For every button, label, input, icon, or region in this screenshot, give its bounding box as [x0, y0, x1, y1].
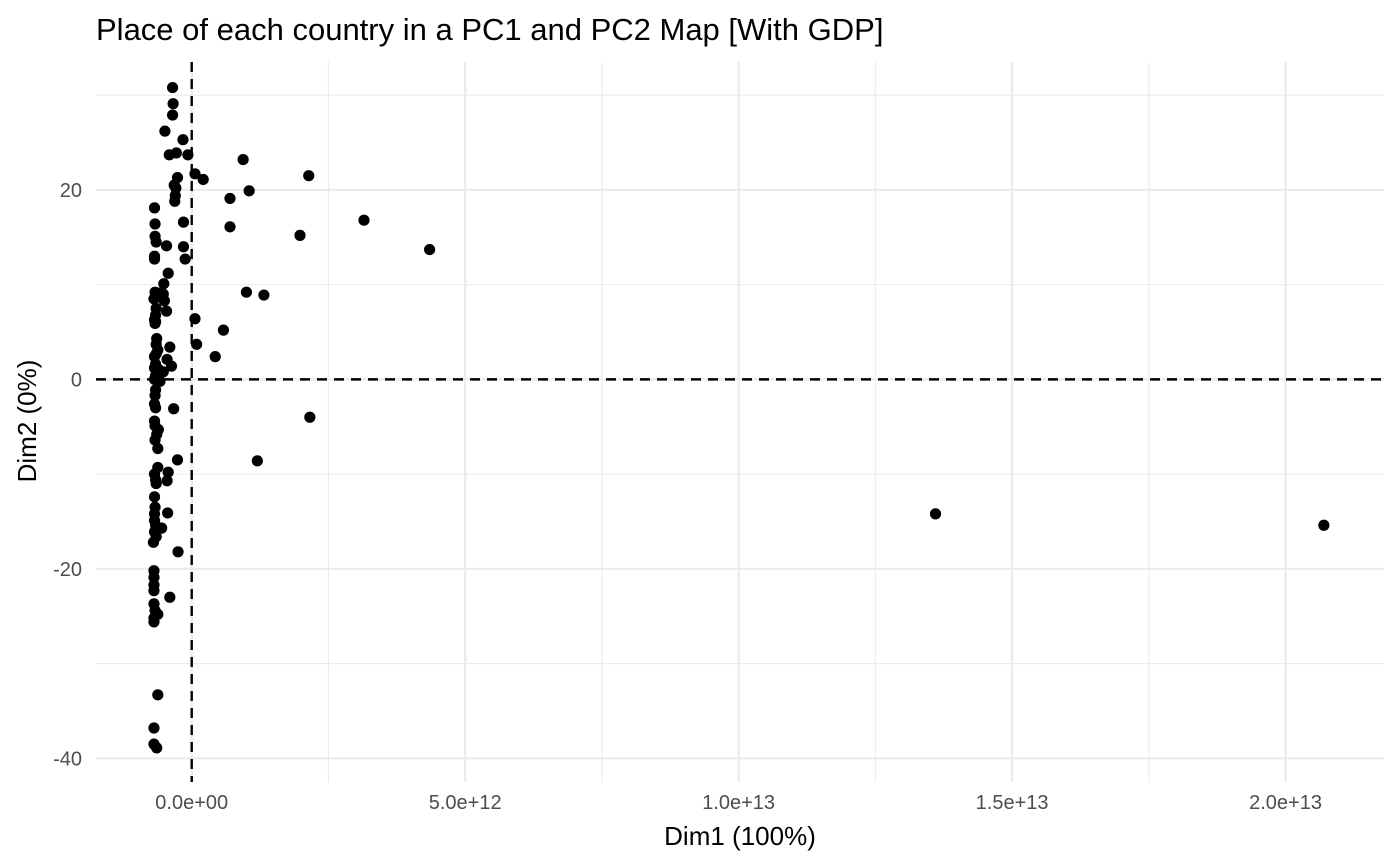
y-axis-title: Dim2 (0%)	[12, 360, 42, 483]
x-tick-label: 0.0e+00	[155, 792, 228, 814]
scatter-point	[209, 351, 221, 363]
y-tick-label: -40	[53, 748, 82, 770]
scatter-point	[294, 229, 306, 241]
y-tick-label: -20	[53, 559, 82, 581]
scatter-point	[152, 442, 164, 455]
scatter-point	[358, 214, 370, 226]
scatter-point	[164, 591, 176, 603]
scatter-point	[151, 742, 163, 754]
scatter-point	[166, 109, 179, 121]
scatter-point	[159, 125, 171, 137]
scatter-point	[148, 253, 161, 265]
scatter-point	[224, 221, 236, 233]
x-axis-title: Dim1 (100%)	[664, 821, 816, 851]
scatter-point	[166, 81, 179, 94]
chart-title: Place of each country in a PC1 and PC2 M…	[96, 12, 883, 47]
scatter-point	[162, 507, 174, 519]
x-axis-ticks: 0.0e+00 5.0e+12 1.0e+13 1.5e+13 2.0e+13	[155, 792, 1322, 814]
scatter-point	[148, 616, 160, 628]
x-tick-label: 1.0e+13	[702, 792, 775, 814]
x-tick-label: 1.5e+13	[976, 792, 1049, 814]
scatter-point	[177, 241, 190, 253]
scatter-point	[424, 243, 436, 256]
scatter-point	[169, 195, 181, 207]
scatter-point	[161, 475, 173, 487]
scatter-point	[150, 236, 162, 248]
scatter-point	[168, 403, 180, 415]
scatter-point	[240, 286, 253, 298]
scatter-point	[152, 689, 164, 701]
reference-lines	[96, 62, 1384, 782]
scatter-point	[177, 134, 189, 146]
scatter-point	[170, 147, 182, 159]
scatter-point	[189, 313, 201, 325]
scatter-point	[165, 360, 178, 372]
scatter-point	[149, 317, 161, 330]
scatter-point	[197, 173, 209, 186]
scatter-point	[304, 411, 316, 423]
grid-lines	[96, 62, 1384, 782]
scatter-point	[158, 295, 170, 307]
scatter-point	[237, 153, 249, 166]
scatter-point	[149, 389, 161, 402]
scatter-point	[148, 202, 161, 214]
scatter-point	[148, 491, 161, 503]
scatter-point	[191, 338, 203, 350]
scatter-point	[224, 192, 236, 205]
scatter-point	[243, 185, 255, 197]
y-axis-ticks: -40 -20 0 20	[53, 180, 82, 770]
scatter-point	[182, 149, 194, 161]
scatter-point	[167, 98, 179, 110]
scatter-point	[154, 375, 166, 387]
scatter-point	[148, 585, 160, 597]
scatter-point	[149, 218, 161, 230]
scatter-point	[162, 466, 174, 478]
scatter-point	[217, 324, 230, 336]
scatter-point	[149, 434, 161, 446]
scatter-point	[164, 341, 176, 353]
scatter-point	[303, 170, 315, 182]
x-tick-label: 2.0e+13	[1249, 792, 1322, 814]
scatter-point	[929, 508, 942, 520]
scatter-point	[160, 240, 173, 252]
scatter-point	[147, 536, 160, 548]
scatter-point	[150, 402, 162, 414]
scatter-point	[148, 722, 160, 734]
scatter-point	[162, 267, 174, 279]
scatter-point	[171, 454, 184, 466]
scatter-point	[172, 546, 184, 558]
y-tick-label: 0	[71, 369, 82, 391]
scatter-point	[1318, 519, 1330, 531]
y-tick-label: 20	[60, 180, 82, 202]
scatter-point	[150, 477, 162, 490]
data-points	[147, 81, 1330, 754]
x-tick-label: 5.0e+12	[429, 792, 502, 814]
scatter-point	[251, 455, 263, 467]
scatter-point	[258, 289, 270, 301]
scatter-point	[189, 168, 201, 180]
scatter-point	[158, 278, 170, 290]
scatter-point	[179, 253, 191, 265]
scatter-point	[160, 305, 173, 317]
scatter-point	[177, 216, 190, 228]
